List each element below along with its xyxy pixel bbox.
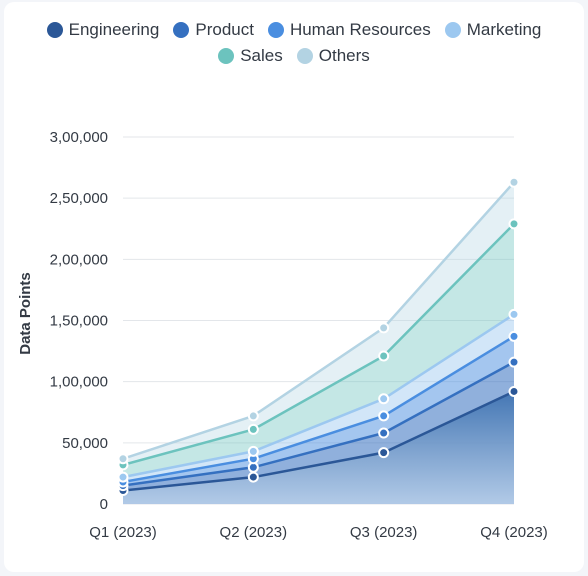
legend-label: Sales [240,46,283,65]
line-marketing [122,313,515,479]
point-engineering [508,385,520,397]
y-tick-label: 1,00,000 [50,374,108,391]
line-sales [122,223,515,467]
legend-item-sales[interactable]: Sales [218,46,283,66]
x-tick-label: Q4 (2023) [480,524,548,541]
legend-label: Product [195,20,254,39]
legend-swatch [173,22,190,38]
legend-swatch [46,22,63,38]
legend-label: Engineering [68,20,160,39]
point-others [247,410,259,422]
line-product [122,361,515,487]
point-marketing [117,471,129,483]
y-tick-label: 3,00,000 [50,129,108,146]
legend-swatch [267,22,284,38]
point-human-resources [378,410,390,422]
point-others [378,322,390,334]
legend-item-product[interactable]: Product [173,20,254,40]
point-engineering [247,471,259,483]
legend-label: Human Resources [289,20,431,39]
point-product [508,356,520,368]
legend-swatch [296,48,313,64]
point-sales [247,423,259,435]
y-tick-label: 1,50,000 [50,313,108,330]
line-others [122,181,515,460]
x-tick-label: Q2 (2023) [220,524,288,541]
legend-item-human-resources[interactable]: Human Resources [267,20,431,40]
legend-label: Others [318,46,370,65]
x-tick-label: Q3 (2023) [350,524,418,541]
y-tick-label: 0 [100,496,108,513]
line-human-resources [122,335,515,484]
area-sales [123,223,514,478]
legend-swatch [444,22,461,38]
point-sales [508,218,520,230]
point-sales [378,350,390,362]
chart-legend: Engineering Product Human Resources Marketi… [0,20,588,66]
y-axis-title: Data Points [17,272,34,355]
y-tick-label: 2,00,000 [50,251,108,268]
legend-item-marketing[interactable]: Marketing [444,20,542,40]
point-engineering [378,447,390,459]
x-tick-label: Q1 (2023) [89,524,157,541]
point-marketing [247,445,259,457]
point-product [378,427,390,439]
area-engineering [123,391,514,504]
point-marketing [508,308,520,320]
y-tick-label: 2,50,000 [50,190,108,207]
legend-label: Marketing [466,20,542,39]
point-others [508,176,520,188]
legend-swatch [218,48,235,64]
legend-item-others[interactable]: Others [296,46,370,66]
point-marketing [378,393,390,405]
point-human-resources [508,330,520,342]
y-tick-label: 50,000 [62,435,108,452]
legend-item-engineering[interactable]: Engineering [46,20,160,40]
line-engineering [122,390,515,492]
point-others [117,453,129,465]
